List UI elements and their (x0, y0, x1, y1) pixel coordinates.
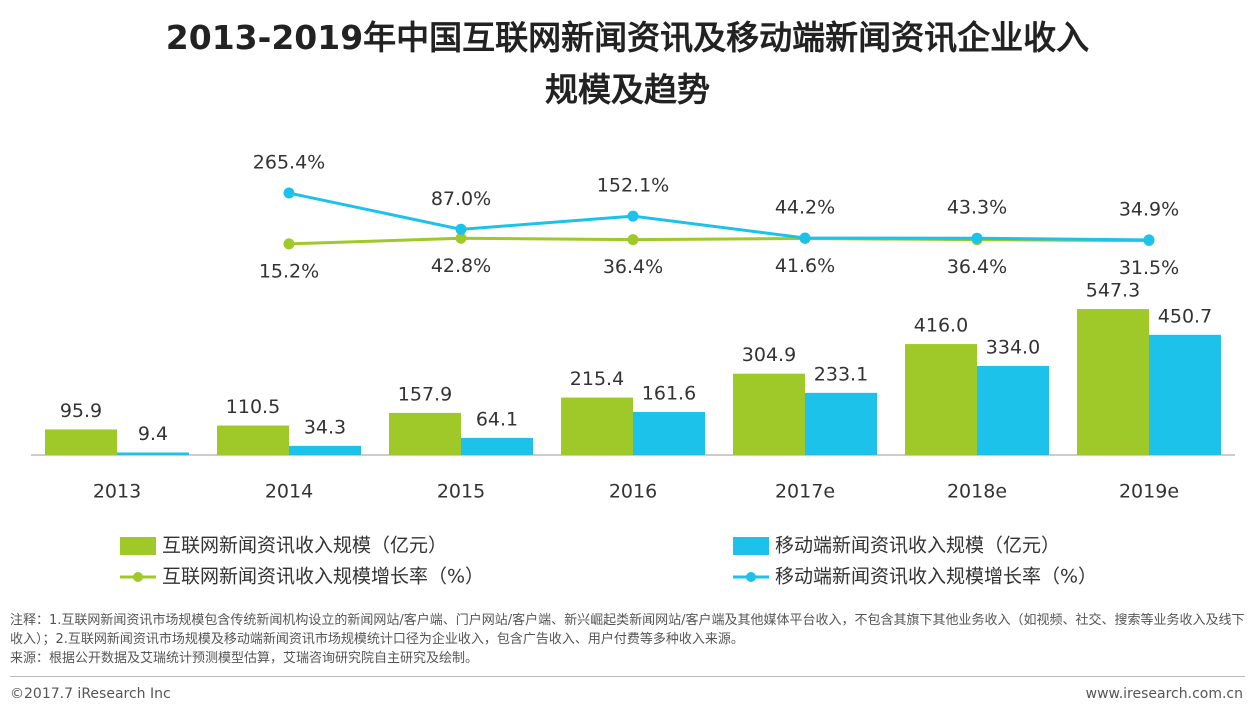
line-marker (1143, 234, 1155, 246)
data-label: 215.4 (570, 368, 624, 390)
data-label: 9.4 (138, 423, 168, 445)
x-tick-label: 2017e (775, 481, 835, 503)
data-label: 87.0% (431, 188, 491, 210)
data-label: 95.9 (60, 400, 102, 422)
legend-label: 互联网新闻资讯收入规模（亿元） (162, 535, 447, 557)
notes: 注释：1.互联网新闻资讯市场规模包含传统新闻机构设立的新闻网站/客户端、门户网站… (10, 611, 1245, 668)
line-marker (283, 187, 295, 199)
data-label: 43.3% (947, 197, 1007, 219)
data-label: 41.6% (775, 255, 835, 277)
bar (461, 437, 533, 455)
legend-swatch (733, 537, 769, 555)
line-marker (455, 232, 467, 244)
data-label: 233.1 (814, 363, 868, 385)
data-label: 15.2% (259, 260, 319, 282)
bar (389, 412, 461, 455)
bar (633, 411, 705, 455)
bar (1077, 309, 1149, 455)
legend-label: 互联网新闻资讯收入规模增长率（%） (162, 566, 484, 588)
legend-swatch (746, 572, 756, 582)
line-marker (455, 223, 467, 235)
data-label: 152.1% (597, 175, 669, 197)
legend-swatch (120, 537, 156, 555)
bar (905, 344, 977, 455)
data-label: 334.0 (986, 336, 1040, 358)
note: 注释：1.互联网新闻资讯市场规模包含传统新闻机构设立的新闻网站/客户端、门户网站… (10, 613, 1245, 647)
bar (289, 445, 361, 455)
bar (217, 425, 289, 455)
bar (805, 392, 877, 455)
data-label: 416.0 (914, 315, 968, 337)
line-marker (283, 238, 295, 250)
line-marker (627, 210, 639, 222)
data-label: 34.9% (1119, 198, 1179, 220)
bar (1149, 334, 1221, 455)
data-label: 42.8% (431, 255, 491, 277)
data-label: 157.9 (398, 383, 452, 405)
legend-label: 移动端新闻资讯收入规模（亿元） (775, 535, 1060, 557)
data-label: 547.3 (1086, 280, 1140, 302)
data-label: 304.9 (742, 344, 796, 366)
data-label: 44.2% (775, 197, 835, 219)
legend-label: 移动端新闻资讯收入规模增长率（%） (775, 566, 1097, 588)
data-label: 36.4% (603, 256, 663, 278)
data-label: 34.3 (304, 416, 346, 438)
x-tick-label: 2015 (437, 481, 485, 503)
chart-title: 2013-2019年中国互联网新闻资讯及移动端新闻资讯企业收入规模及趋势 (165, 18, 1090, 109)
x-tick-label: 2019e (1119, 481, 1179, 503)
website: www.iresearch.com.cn (1085, 686, 1243, 702)
data-label: 64.1 (476, 408, 518, 430)
bar (561, 397, 633, 455)
x-tick-label: 2014 (265, 481, 313, 503)
copyright: ©2017.7 iResearch Inc (10, 686, 171, 702)
source: 来源：根据公开数据及艾瑞统计预测模型估算，艾瑞咨询研究院自主研究及绘制。 (10, 651, 479, 666)
x-tick-label: 2013 (93, 481, 141, 503)
data-label: 31.5% (1119, 257, 1179, 279)
data-label: 161.6 (642, 382, 696, 404)
bar (117, 452, 189, 455)
data-label: 36.4% (947, 256, 1007, 278)
data-label: 265.4% (253, 152, 325, 174)
data-label: 450.7 (1158, 305, 1212, 327)
divider (10, 676, 1245, 677)
line (288, 191, 1150, 242)
x-tick-label: 2018e (947, 481, 1007, 503)
bar (977, 365, 1049, 455)
line-marker (627, 234, 639, 246)
bar (733, 373, 805, 455)
legend-swatch (133, 572, 143, 582)
bar (45, 429, 117, 455)
line-marker (971, 232, 983, 244)
x-tick-label: 2016 (609, 481, 657, 503)
line-marker (799, 232, 811, 244)
data-label: 110.5 (226, 396, 280, 418)
